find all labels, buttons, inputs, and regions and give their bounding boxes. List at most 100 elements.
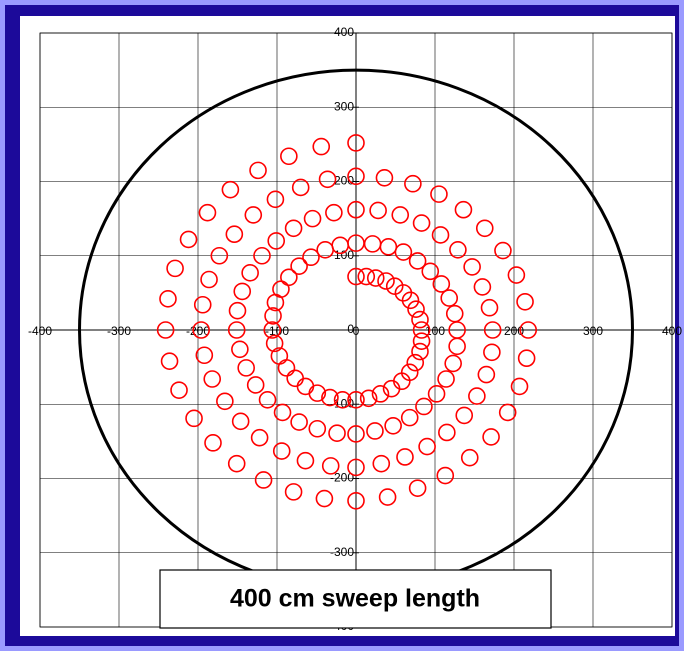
x-tick-label: 100 [425,324,445,338]
point [408,252,427,270]
point [382,379,401,398]
point [231,340,249,359]
point [347,425,365,443]
point [347,458,365,477]
point [411,310,429,329]
point [454,200,473,219]
point [286,369,304,388]
point [302,248,320,267]
point [440,289,459,307]
point [412,321,431,339]
point [369,201,387,220]
point [444,354,462,373]
point [166,259,184,278]
point [308,419,327,438]
point [291,178,310,197]
point [249,161,267,180]
point [516,292,534,311]
point [204,434,222,452]
y-tick-label: 400 [334,25,354,39]
point [267,232,286,250]
point [225,225,244,244]
point [273,403,292,422]
point [483,321,502,339]
point [437,370,455,388]
point [272,280,290,298]
point [468,387,486,405]
point [498,403,517,422]
point [494,241,512,260]
point [241,264,259,282]
y-tick-label: -200 [330,471,354,485]
point [250,428,269,447]
point [407,300,425,319]
chart-area [20,16,675,636]
point [237,359,255,377]
point [510,377,529,396]
point [264,307,282,325]
point [321,388,339,407]
point [404,174,422,193]
point [303,209,322,228]
point [448,337,466,356]
point [371,385,390,403]
point [359,389,378,408]
point [483,343,501,362]
point [312,137,331,156]
point [418,437,436,456]
point [216,392,234,411]
point [270,347,289,365]
point [333,390,352,409]
point [412,332,431,350]
point [455,406,474,425]
point [432,275,451,293]
y-tick-label: -300 [330,545,354,559]
point [384,416,402,435]
point [366,422,384,440]
point [463,258,481,276]
point [449,241,467,259]
point [328,424,346,443]
point [246,376,265,394]
point [233,282,252,301]
point [315,489,334,508]
point [318,170,337,189]
point [325,203,343,222]
point [400,408,419,427]
point [482,428,500,446]
point [347,167,365,186]
point [254,471,273,489]
point [253,246,271,265]
x-tick-label: 300 [583,324,603,338]
y-tick-label: 200 [334,174,354,188]
point [475,219,494,238]
point [263,321,282,339]
point [394,243,413,261]
point [477,365,496,384]
point [480,298,499,317]
point [430,185,448,203]
x-tick-label: 200 [504,324,524,338]
point [357,267,376,286]
point [203,370,222,388]
point [473,278,492,296]
point [347,134,365,152]
x-tick-label: -100 [265,324,289,338]
point [438,423,456,442]
point [391,206,410,224]
y-tick-label: 0 [347,322,354,336]
annotation: 400 cm sweep length [230,585,480,613]
point [517,349,536,368]
x-tick-label: 400 [662,324,682,338]
point [258,390,277,409]
point [185,409,203,428]
point [507,266,526,284]
point [284,219,303,238]
point [519,321,538,339]
point [401,291,420,310]
point [200,270,218,289]
point [244,206,263,224]
point [378,488,397,506]
point [377,272,395,290]
point [179,230,198,249]
